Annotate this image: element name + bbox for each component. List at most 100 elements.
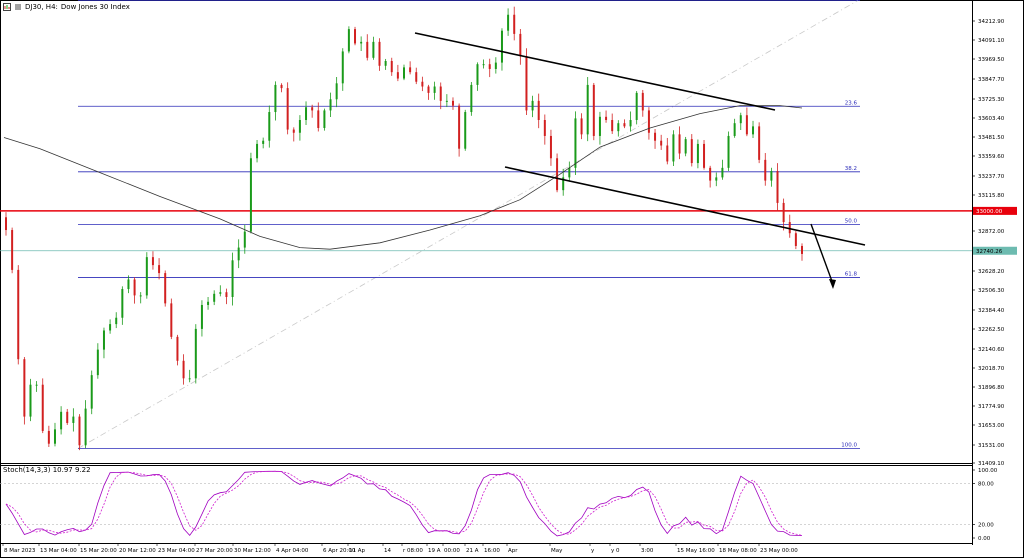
stoch-signal-line (5, 470, 803, 536)
candle-body (690, 139, 693, 164)
candle-body (66, 411, 69, 423)
candle-body (519, 33, 522, 57)
candle-body (647, 110, 650, 133)
candle-body (372, 41, 375, 58)
candle-body (17, 269, 20, 360)
candle-body (433, 86, 436, 93)
candle-body (354, 29, 357, 44)
candle-body (41, 384, 44, 431)
time-tick-label: 14 (384, 548, 391, 554)
current-price-tag (973, 246, 1017, 255)
price-tick-label: 32872.00 (978, 229, 1005, 235)
candle-body (458, 105, 461, 149)
candle-body (421, 81, 424, 87)
candle-body (158, 265, 161, 274)
time-tick-label: 27 Mar 20:00 (196, 548, 233, 554)
candle-body (305, 107, 308, 121)
candle-body (366, 41, 369, 58)
candle-body (794, 233, 797, 246)
candle-body (482, 64, 485, 66)
candle-body (672, 134, 675, 162)
candle-body (249, 158, 252, 232)
candle-body (35, 384, 38, 386)
candle-body (164, 273, 167, 304)
upper-trendline[interactable] (414, 32, 776, 111)
candle-body (5, 217, 7, 231)
candle-body (666, 145, 669, 162)
candle-body (537, 100, 540, 121)
candle-body (194, 328, 197, 379)
candle-body (109, 324, 112, 331)
candle-body (770, 171, 773, 181)
symbol-label: DJ30, H4: (25, 3, 58, 11)
candle-body (513, 14, 516, 34)
candle-body (427, 86, 430, 93)
candle-body (788, 222, 791, 234)
candle-body (176, 336, 179, 361)
price-tick-label: 33603.40 (978, 116, 1005, 122)
candle-body (703, 143, 706, 168)
time-tick-label: 11 Ap (349, 548, 366, 554)
candle-body (347, 29, 350, 52)
candle-body (84, 408, 87, 446)
price-tick-label: 33359.60 (978, 154, 1005, 160)
candle-body (409, 67, 412, 73)
candle-body (219, 292, 222, 294)
time-tick-label: 13 Mar 04:00 (40, 548, 77, 554)
time-tick-label: 16:00 (484, 548, 500, 554)
stochastic-label: Stoch(14,3,3) 10.97 9.22 (3, 466, 91, 474)
candle-body (556, 158, 559, 191)
candle-body (243, 231, 246, 248)
candle-body (335, 83, 338, 100)
candle-body (574, 118, 577, 168)
candle-body (580, 118, 583, 135)
candle-body (90, 375, 93, 409)
candle-body (752, 126, 755, 135)
candle-body (592, 84, 595, 136)
candle-body (200, 304, 203, 329)
menu-icon[interactable] (14, 3, 22, 11)
candle-body (494, 62, 497, 69)
candle-body (605, 116, 608, 121)
candle-body (758, 126, 761, 160)
candle-body (213, 293, 216, 302)
candle-body (733, 123, 736, 136)
candle-body (764, 159, 767, 181)
candle-body (53, 429, 56, 444)
price-tick-label: 32018.70 (978, 366, 1005, 372)
symbol-description: Dow Jones 30 Index (60, 3, 130, 11)
time-tick-label: r 08:00 (403, 548, 423, 554)
candle-body (684, 139, 687, 154)
price-tick-label: 31774.90 (978, 404, 1005, 410)
support-price-tag (973, 206, 1017, 215)
candle-body (268, 112, 271, 141)
chart-header: DJ30, H4: Dow Jones 30 Index (3, 3, 130, 11)
candle-body (145, 257, 148, 296)
candle-body (439, 86, 442, 101)
time-tick-label: 30 Mar 12:00 (234, 548, 271, 554)
candle-body (507, 14, 510, 31)
candle-body (451, 100, 454, 106)
lower-trendline[interactable] (504, 166, 866, 246)
time-tick-label: May (551, 548, 563, 554)
candle-body (47, 430, 50, 444)
candle-body (403, 67, 405, 79)
fib-level-label: 23.6 (845, 100, 858, 106)
fib-level-label: 38.2 (845, 166, 857, 172)
support-price-tag-label: 33000.00 (976, 209, 1003, 215)
time-tick-label: y 0 (611, 548, 620, 554)
price-tick-label: 34212.90 (978, 19, 1005, 25)
time-tick-label: 6 Apr 20:00 (323, 548, 356, 554)
candle-body (476, 64, 479, 85)
price-tick-label: 32628.20 (978, 269, 1005, 275)
projection-arrow-line[interactable] (810, 223, 834, 285)
candle-body (121, 289, 124, 318)
stoch-level-label: 0.00 (978, 536, 991, 542)
time-tick-label: 19 A (428, 548, 441, 554)
candle-body (500, 30, 503, 63)
candle-body (78, 416, 81, 446)
candle-body (317, 110, 320, 128)
fib-level-label: 61.8 (845, 272, 858, 278)
stoch-level-label: 100.00 (978, 468, 998, 474)
